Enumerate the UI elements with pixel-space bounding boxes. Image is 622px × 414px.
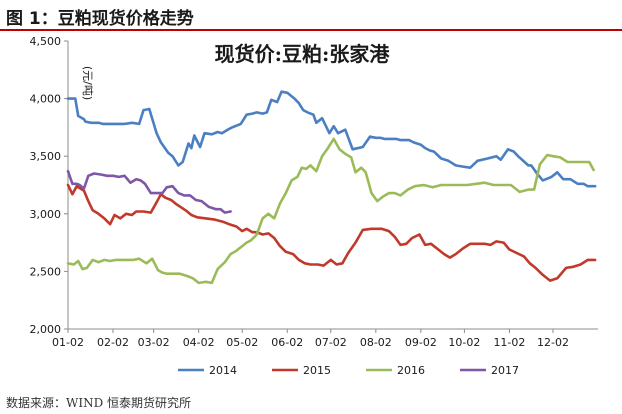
axes: 2,000 2,500 3,000 3,500 4,000 4,500 01-02 02-02… [30,35,598,349]
legend-label-2015: 2015 [303,364,331,377]
y-tick-label: 3,000 [30,208,62,221]
y-tick-label: 2,500 [30,265,62,278]
figure-title: 图 1：豆粕现货价格走势 [6,9,194,29]
x-tick-label: 08-02 [360,336,392,349]
series-line-2017 [66,169,232,214]
x-tick-label: 07-02 [315,336,347,349]
legend-label-2017: 2017 [491,364,519,377]
x-tick-label: 12-02 [537,336,569,349]
chart-title: 现货价:豆粕:张家港 [215,42,391,66]
x-tick-label: 02-02 [97,336,129,349]
series-line-2015 [66,183,597,282]
legend-label-2016: 2016 [397,364,425,377]
series-line-2014 [66,90,597,188]
figure-header: 图 1：豆粕现货价格走势 [0,0,622,31]
series-line-2016 [66,137,595,285]
y-tick-label: 3,500 [30,150,62,163]
x-tick-label: 01-02 [52,336,84,349]
title-rule [0,29,622,31]
y-tick-label: 2,000 [30,323,62,336]
series-lines [66,90,597,285]
data-source: 数据来源：WIND 恒泰期货研究所 [6,396,192,410]
y-tick-label: 4,000 [30,93,62,106]
x-tick-label: 03-02 [138,336,170,349]
x-tick-label: 05-02 [226,336,258,349]
y-tick-label: 4,500 [30,35,62,48]
legend-label-2014: 2014 [209,364,237,377]
price-chart: 现货价:豆粕:张家港 (元/吨) 2,000 2,500 3,000 3,500 4,0… [30,35,598,377]
x-tick-label: 06-02 [271,336,303,349]
x-tick-label: 10-02 [448,336,480,349]
x-tick-label: 04-02 [183,336,215,349]
x-tick-label: 11-02 [493,336,525,349]
legend: 2014 2015 2016 2017 [178,364,519,377]
y-axis-label: (元/吨) [81,66,94,100]
x-tick-label: 09-02 [405,336,437,349]
